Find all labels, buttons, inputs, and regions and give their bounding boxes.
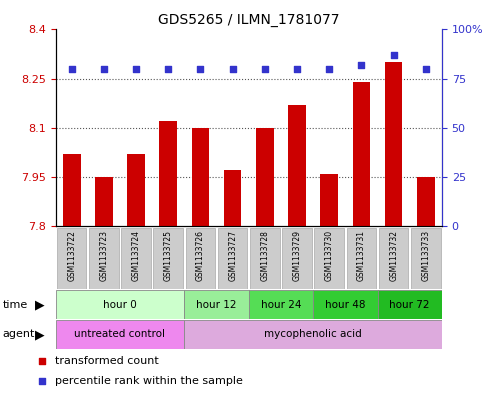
Point [229,66,237,72]
Bar [127,154,145,226]
Bar [353,82,370,226]
Bar [159,121,177,226]
Point [422,66,430,72]
Text: GSM1133722: GSM1133722 [67,230,76,281]
Text: GSM1133727: GSM1133727 [228,230,237,281]
Bar [320,174,338,226]
Point [38,377,46,384]
Text: GSM1133728: GSM1133728 [260,230,270,281]
Bar [56,320,185,349]
Text: GSM1133733: GSM1133733 [421,230,430,281]
Text: ▶: ▶ [35,298,44,311]
Text: hour 12: hour 12 [196,299,237,310]
Bar [63,154,81,226]
Text: GSM1133731: GSM1133731 [357,230,366,281]
Bar [379,228,409,289]
Text: GSM1133732: GSM1133732 [389,230,398,281]
Bar [314,228,344,289]
Bar [121,228,151,289]
Point [68,66,75,72]
Point [261,66,269,72]
Text: GSM1133726: GSM1133726 [196,230,205,281]
Title: GDS5265 / ILMN_1781077: GDS5265 / ILMN_1781077 [158,13,340,27]
Bar [282,228,312,289]
Text: GSM1133723: GSM1133723 [99,230,108,281]
Text: agent: agent [2,329,35,340]
Point [132,66,140,72]
Bar [56,290,185,319]
Text: GSM1133725: GSM1133725 [164,230,173,281]
Text: GSM1133730: GSM1133730 [325,230,334,281]
Point [326,66,333,72]
Point [293,66,301,72]
Bar [224,170,242,226]
Text: ▶: ▶ [35,328,44,341]
Point [164,66,172,72]
Text: mycophenolic acid: mycophenolic acid [264,329,362,340]
Bar [385,62,402,226]
Bar [185,228,215,289]
Point [197,66,204,72]
Bar [57,228,86,289]
Bar [185,320,442,349]
Bar [249,290,313,319]
Text: untreated control: untreated control [74,329,166,340]
Text: hour 24: hour 24 [261,299,301,310]
Point [390,52,398,58]
Bar [89,228,119,289]
Bar [218,228,247,289]
Point [38,358,46,364]
Text: percentile rank within the sample: percentile rank within the sample [55,376,243,386]
Text: hour 48: hour 48 [325,299,366,310]
Bar [378,290,442,319]
Bar [154,228,183,289]
Bar [417,177,435,226]
Bar [185,290,249,319]
Text: GSM1133724: GSM1133724 [131,230,141,281]
Text: transformed count: transformed count [55,356,159,366]
Bar [288,105,306,226]
Bar [256,128,274,226]
Bar [250,228,280,289]
Point [357,62,365,68]
Text: hour 0: hour 0 [103,299,137,310]
Text: GSM1133729: GSM1133729 [293,230,301,281]
Bar [313,290,378,319]
Text: time: time [2,299,28,310]
Bar [192,128,209,226]
Point [100,66,108,72]
Bar [95,177,113,226]
Text: hour 72: hour 72 [389,299,430,310]
Bar [411,228,440,289]
Bar [347,228,376,289]
